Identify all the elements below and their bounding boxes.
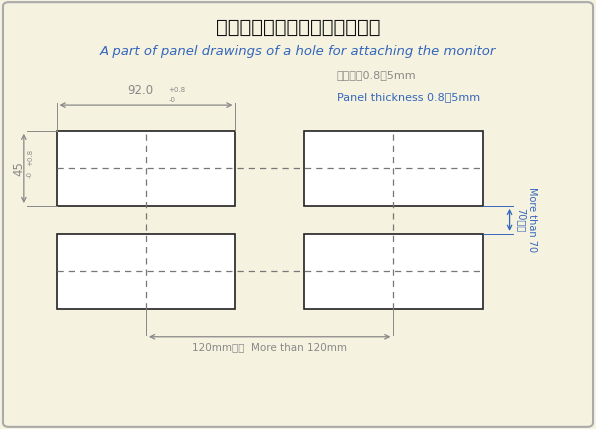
Bar xyxy=(304,131,483,206)
Text: 70以上: 70以上 xyxy=(517,208,526,232)
Bar xyxy=(57,234,235,309)
Text: パネル厚0.8～5mm: パネル厚0.8～5mm xyxy=(337,70,417,80)
Text: 45: 45 xyxy=(13,161,26,176)
Text: +0.8: +0.8 xyxy=(169,87,186,93)
Text: 92.0: 92.0 xyxy=(127,85,153,97)
Text: Panel thickness 0.8～5mm: Panel thickness 0.8～5mm xyxy=(337,91,480,102)
Text: +0.8: +0.8 xyxy=(27,149,33,166)
Text: More than 70: More than 70 xyxy=(527,187,537,252)
Text: -0: -0 xyxy=(169,97,176,103)
Bar xyxy=(304,234,483,309)
Text: -0: -0 xyxy=(27,170,33,178)
Bar xyxy=(57,131,235,206)
FancyBboxPatch shape xyxy=(3,2,593,427)
Text: モニタ取付孔用パネルカット図: モニタ取付孔用パネルカット図 xyxy=(216,18,380,37)
Text: 120mm以上  More than 120mm: 120mm以上 More than 120mm xyxy=(192,342,347,352)
Text: A part of panel drawings of a hole for attaching the monitor: A part of panel drawings of a hole for a… xyxy=(100,45,496,58)
